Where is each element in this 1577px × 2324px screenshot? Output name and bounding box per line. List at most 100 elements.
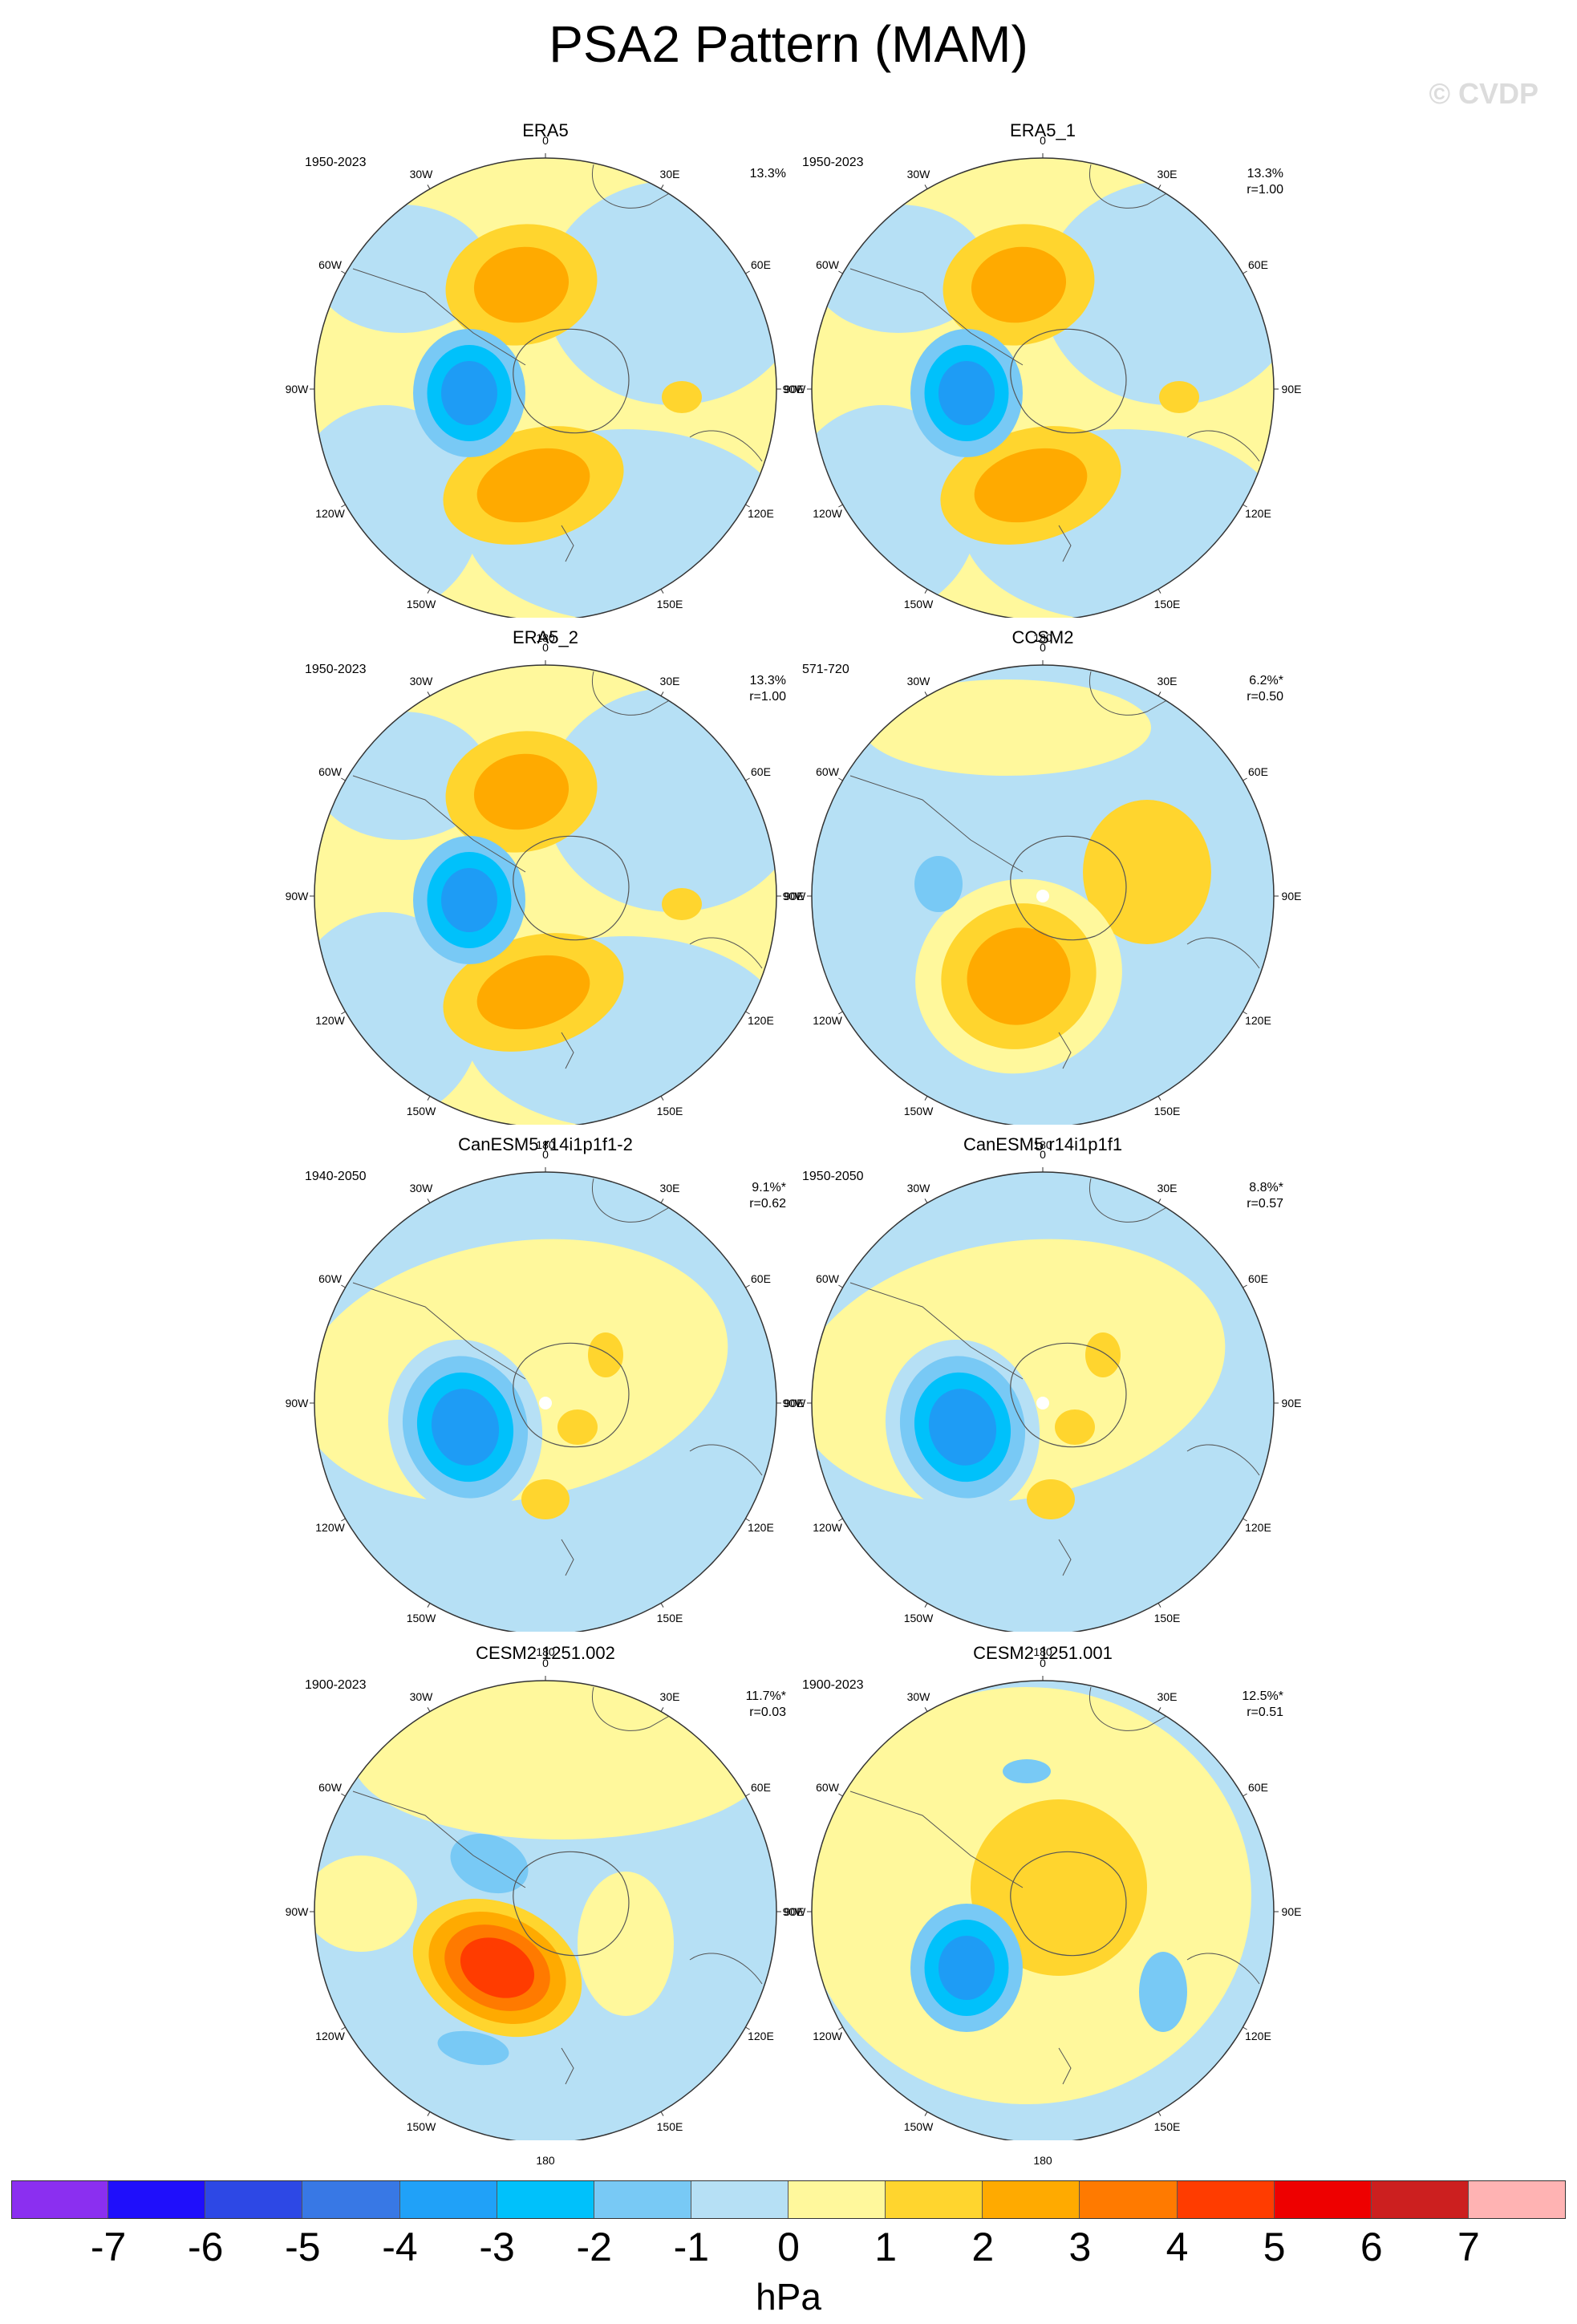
longitude-label: 90W [285, 1905, 309, 1918]
cvdp-watermark: © CVDP [1429, 77, 1538, 110]
longitude-tick [660, 692, 664, 696]
panel-correlation: r=0.51 [1247, 1705, 1283, 1719]
australia-coastline [689, 937, 763, 969]
longitude-label: 120W [813, 1014, 842, 1027]
longitude-label: 0 [1040, 134, 1046, 147]
longitude-label: 90E [784, 1397, 805, 1409]
australia-coastline [1186, 1444, 1260, 1476]
anomaly-contour [1003, 1759, 1051, 1783]
longitude-label: 120W [315, 1521, 345, 1534]
pole-marker [1036, 1397, 1049, 1409]
polar-map [310, 1167, 781, 1632]
polar-map [807, 153, 1279, 618]
longitude-label: 90E [1281, 1397, 1302, 1409]
south-america-coastline [352, 268, 526, 366]
longitude-label: 120W [813, 1521, 842, 1534]
longitude-label: 0 [542, 1148, 549, 1161]
map-panel: CCSM2 571-720 6.2%* r=0.50 0 30E 60E 90E 120E 150… [778, 627, 1307, 1151]
longitude-tick [427, 692, 431, 696]
longitude-tick [427, 1603, 431, 1608]
longitude-label: 30W [906, 1181, 930, 1194]
longitude-label: 30W [409, 1689, 433, 1703]
colorbar-tick-label: 2 [971, 2225, 995, 2269]
anomaly-contour [662, 381, 702, 413]
longitude-tick [838, 270, 843, 274]
longitude-tick [838, 1518, 843, 1522]
longitude-tick [1157, 1707, 1161, 1712]
polar-map [310, 1676, 781, 2140]
longitude-label: 150E [1153, 1105, 1181, 1118]
africa-coastline [592, 164, 679, 209]
africa-coastline [592, 1178, 679, 1223]
longitude-label: 60W [318, 765, 342, 778]
longitude-label: 120W [813, 507, 842, 520]
longitude-tick [1243, 1284, 1247, 1288]
map-panel: ERA5_2 1950-2023 13.3% r=1.00 0 30E 60E 90E 120E… [281, 627, 810, 1151]
longitude-label: 150E [1153, 2120, 1181, 2134]
longitude-label: 30E [1157, 1181, 1178, 1194]
longitude-tick [427, 185, 431, 189]
panel-variance-pct: 13.3% [1247, 167, 1283, 180]
australia-coastline [689, 1444, 763, 1476]
longitude-tick [1157, 2111, 1161, 2116]
longitude-label: 60E [750, 258, 771, 271]
longitude-label: 30W [906, 167, 930, 180]
longitude-tick [1243, 1518, 1247, 1522]
colorbar-swatch [1274, 2180, 1372, 2219]
longitude-label: 0 [1040, 641, 1046, 654]
longitude-label: 60E [750, 1272, 771, 1285]
longitude-label: 90W [285, 890, 309, 902]
longitude-label: 150W [903, 1105, 934, 1118]
longitude-label: 60E [750, 765, 771, 778]
longitude-tick [427, 1199, 431, 1203]
longitude-tick [660, 2111, 664, 2116]
longitude-tick [660, 1707, 664, 1712]
longitude-label: 150W [406, 1105, 436, 1118]
longitude-label: 30W [906, 674, 930, 687]
longitude-tick [341, 1284, 346, 1288]
longitude-tick [924, 2111, 928, 2116]
longitude-label: 60W [816, 1272, 839, 1285]
colorbar-tick-label: -1 [673, 2225, 710, 2269]
colorbar-tick-label: 3 [1068, 2225, 1092, 2269]
anomaly-contour [1083, 800, 1211, 944]
anomaly-contour [476, 448, 590, 523]
anomaly-contour [450, 1833, 529, 1894]
south-america-coastline [849, 1791, 1024, 1888]
panel-correlation: r=0.03 [749, 1705, 786, 1719]
longitude-tick [1157, 1096, 1161, 1101]
panel-period: 571-720 [802, 663, 849, 676]
colorbar-swatch [788, 2180, 886, 2219]
longitude-label: 150E [1153, 598, 1181, 611]
longitude-label: 180 [1033, 631, 1052, 644]
longitude-tick [745, 1284, 750, 1288]
colorbar-swatch [1080, 2180, 1178, 2219]
colorbar-swatch [1468, 2180, 1566, 2219]
africa-coastline [1089, 1178, 1176, 1223]
anomaly-contour [521, 1479, 570, 1519]
new-zealand-coastline [1058, 525, 1072, 562]
longitude-label: 30E [659, 1181, 680, 1194]
longitude-tick [341, 504, 346, 508]
australia-coastline [689, 430, 763, 462]
colorbar-tick-label: 5 [1263, 2225, 1286, 2269]
colorbar-swatch [886, 2180, 983, 2219]
antarctica-coastline [1010, 1342, 1127, 1448]
longitude-label: 150E [656, 1612, 683, 1625]
longitude-label: 120W [315, 2030, 345, 2042]
anomaly-contour [1139, 1952, 1187, 2032]
panel-title: ERA5_1 [1010, 120, 1076, 140]
longitude-label: 180 [536, 1138, 555, 1151]
australia-coastline [1186, 430, 1260, 462]
longitude-label: 30E [1157, 1689, 1178, 1703]
panel-title: CCSM2 [1011, 627, 1074, 647]
panel-period: 1940-2050 [305, 1170, 367, 1183]
australia-coastline [1186, 1953, 1260, 1985]
longitude-label: 60E [1247, 1781, 1268, 1794]
longitude-label: 60E [1247, 258, 1268, 271]
longitude-label: 90E [1281, 1905, 1302, 1918]
colorbar-tick-label: -5 [285, 2225, 321, 2269]
longitude-tick [745, 1793, 750, 1797]
longitude-label: 30E [659, 1689, 680, 1703]
longitude-label: 120E [748, 2030, 774, 2042]
